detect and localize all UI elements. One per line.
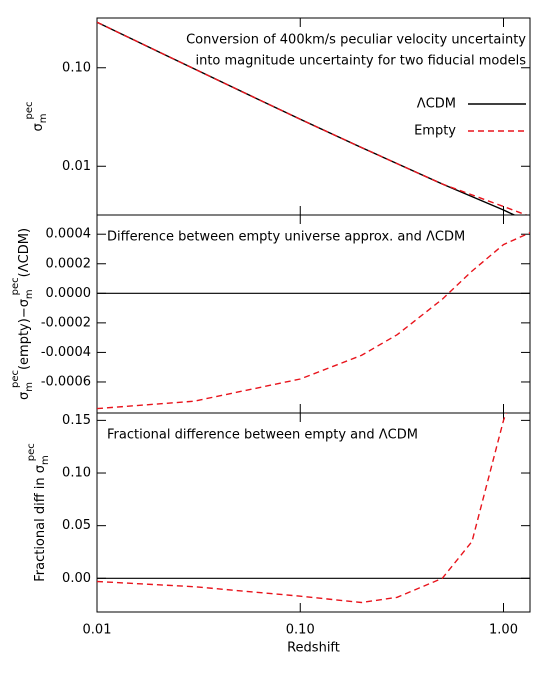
y-label-part: pec [24,102,35,120]
annotation: Fractional difference between empty and … [107,428,418,443]
plot-frame [96,412,531,613]
y-label-part: σ [31,123,46,131]
y-label-part: (empty)−σ [17,299,32,370]
y-axis-label: σmpec(empty)−σmpec(ΛCDM) [10,228,35,400]
y-tick-label: 0.15 [62,413,91,428]
y-label-part: m [40,455,51,465]
y-label-part: (ΛCDM) [17,228,32,277]
y-label-part: pec [10,277,21,295]
plot-frame [96,214,531,414]
y-label-part: m [24,289,35,299]
y-label-part: m [24,382,35,392]
y-label-part: m [38,114,49,124]
y-label-part: σ [17,392,32,400]
data-line [97,21,529,215]
y-tick-label: 0.0000 [46,286,92,301]
x-axis-label: Redshift [287,641,340,656]
legend-label: Empty [414,124,456,139]
annotation: Conversion of 400km/s peculiar velocity … [186,33,526,48]
data-line [97,232,530,410]
y-axis-label: Fractional diff in σmpec [26,443,51,582]
y-tick-label: 0.05 [62,518,91,533]
annotation: into magnitude uncertainty for two fiduc… [195,54,526,69]
x-tick-label: 0.10 [286,623,315,638]
y-tick-label: 0.01 [62,159,91,174]
y-tick-label: -0.0006 [41,374,91,389]
y-label-part: Fractional diff in σ [33,465,48,582]
y-axis-label: σmpec [24,102,49,132]
y-tick-label: -0.0002 [41,315,91,330]
plot-frame [96,17,531,216]
legend-label: ΛCDM [417,97,456,112]
panel: -0.0006 -0.0004 -0.0002 0.0000 0.0002 0.0004 σ… [10,214,531,414]
y-tick-label: 0.10 [62,60,91,75]
y-label-part: pec [26,443,37,461]
x-tick-label: 1.00 [489,623,518,638]
y-tick-label: 0.0002 [46,256,92,271]
y-tick-label: 0.0004 [46,227,92,242]
y-tick-label: 0.10 [62,466,91,481]
panel: 0.01 0.10 σmpec Conversion of 400km/s pecul… [24,17,531,216]
x-tick-label: 0.01 [83,623,112,638]
annotation: Difference between empty universe approx… [107,230,465,245]
data-line [97,413,507,604]
y-tick-label: 0.00 [62,571,91,586]
panel: 0.00 0.05 0.10 0.15 0.01 0.10 1.00 Redshift Frac… [26,412,531,656]
y-label-part: pec [10,370,21,388]
y-tick-label: -0.0004 [41,345,91,360]
